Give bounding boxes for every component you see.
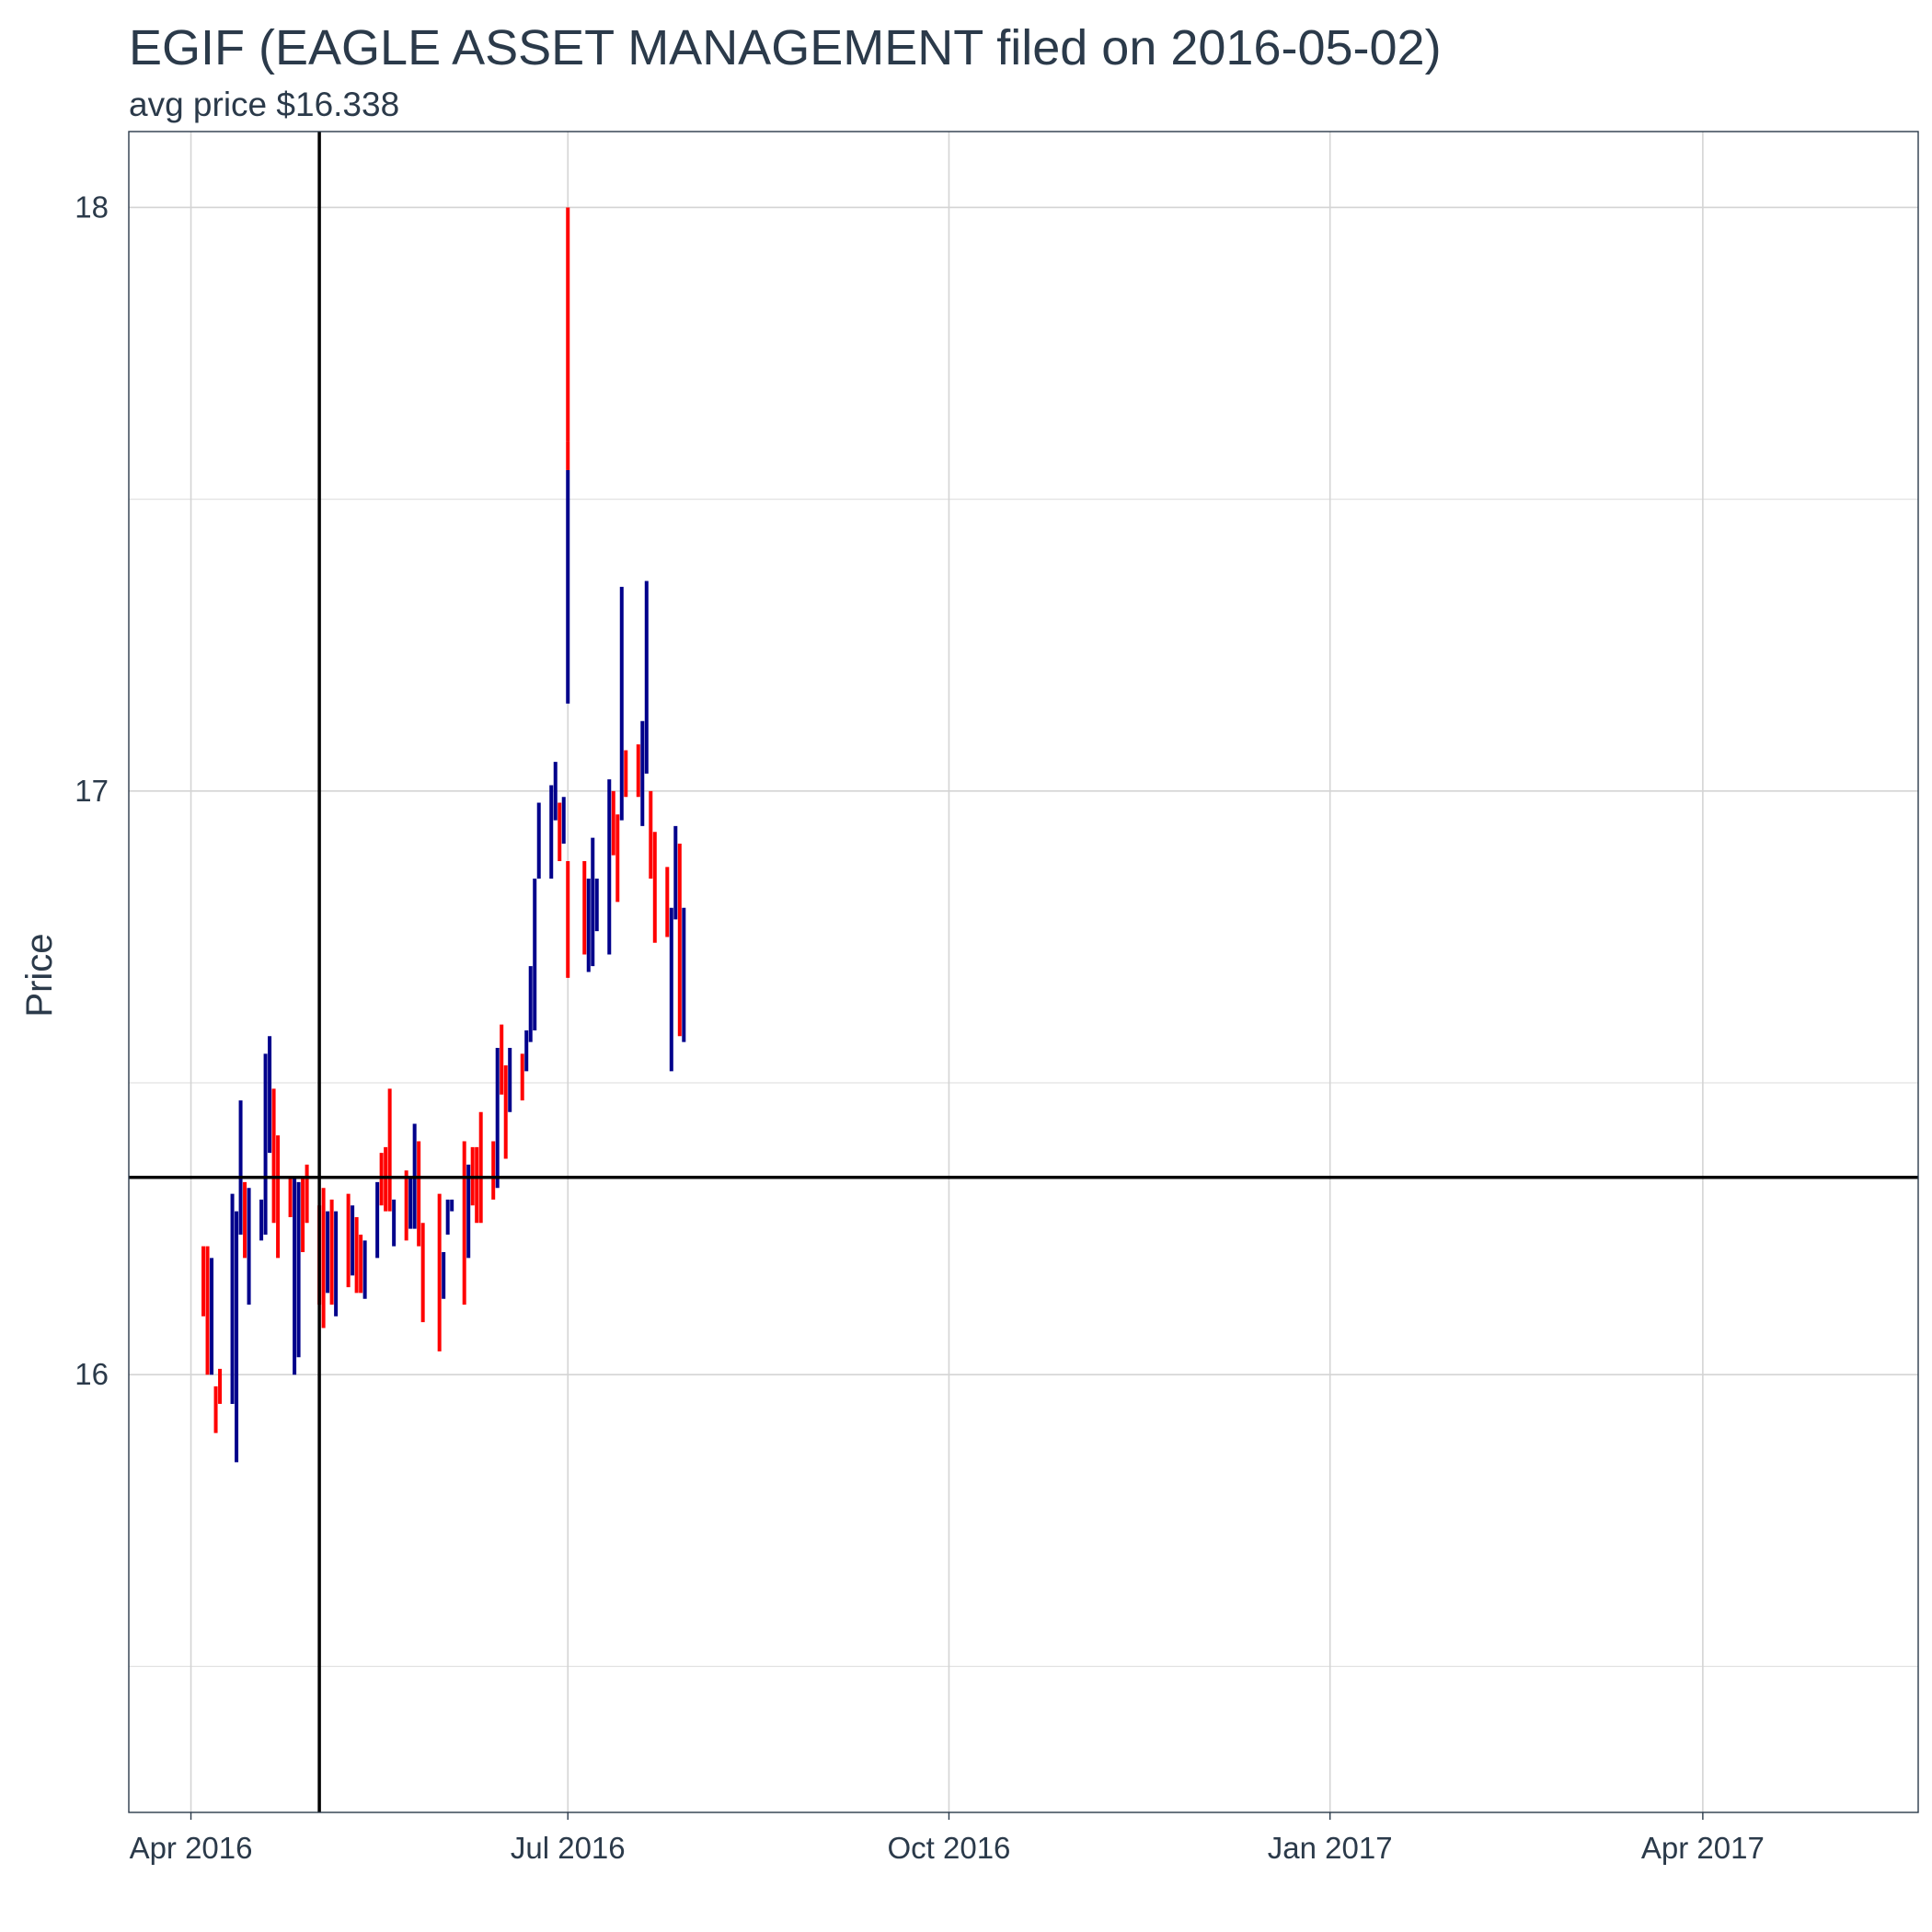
y-axis-label: Price [19, 933, 60, 1017]
x-tick-label: Oct 2016 [887, 1831, 1010, 1865]
grid [129, 132, 1918, 1812]
y-tick-label: 17 [75, 774, 109, 808]
chart-subtitle: avg price $16.338 [129, 86, 399, 123]
chart-title: EGIF (EAGLE ASSET MANAGEMENT filed on 20… [129, 20, 1442, 75]
reference-lines [129, 132, 1918, 1812]
axis-ticks: 16 17 18 Apr 2016 Jul 2016 Oct 2016 Jan 2017 Ap… [75, 190, 1765, 1865]
ohlc-bars [201, 207, 686, 1463]
y-tick-label: 18 [75, 190, 109, 224]
x-tick-label: Jan 2017 [1268, 1831, 1393, 1865]
x-tick-label: Jul 2016 [511, 1831, 626, 1865]
plot-border [128, 131, 1919, 1813]
x-tick-label: Apr 2017 [1641, 1831, 1765, 1865]
x-tick-label: Apr 2016 [130, 1831, 253, 1865]
y-tick-label: 16 [75, 1357, 109, 1391]
